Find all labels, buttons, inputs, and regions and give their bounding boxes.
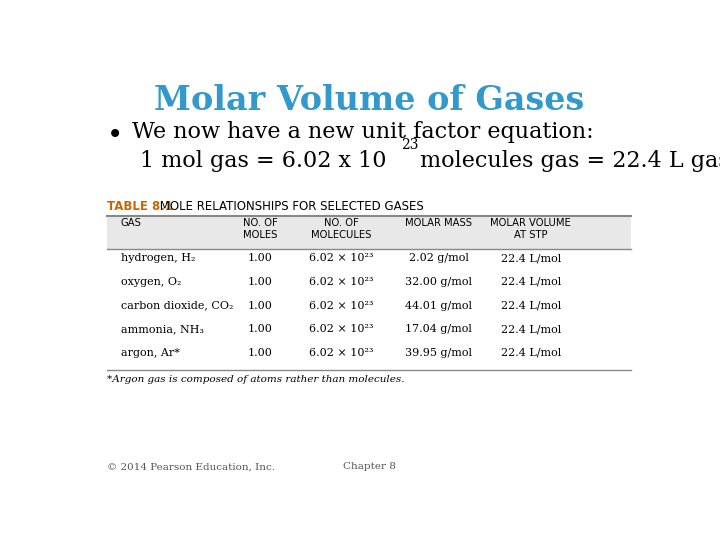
Text: oxygen, O₂: oxygen, O₂ — [121, 277, 181, 287]
Text: 6.02 × 10²³: 6.02 × 10²³ — [309, 253, 374, 263]
Text: hydrogen, H₂: hydrogen, H₂ — [121, 253, 195, 263]
Text: Chapter 8: Chapter 8 — [343, 462, 395, 471]
Text: carbon dioxide, CO₂: carbon dioxide, CO₂ — [121, 301, 233, 310]
Text: 6.02 × 10²³: 6.02 × 10²³ — [309, 324, 374, 334]
Text: •: • — [107, 121, 123, 149]
Text: *Argon gas is composed of atoms rather than molecules.: *Argon gas is composed of atoms rather t… — [107, 375, 404, 383]
FancyBboxPatch shape — [107, 216, 631, 249]
Text: 1.00: 1.00 — [248, 253, 273, 263]
Text: 1.00: 1.00 — [248, 348, 273, 358]
Text: 44.01 g/mol: 44.01 g/mol — [405, 301, 472, 310]
Text: 32.00 g/mol: 32.00 g/mol — [405, 277, 472, 287]
Text: 22.4 L/mol: 22.4 L/mol — [500, 348, 561, 358]
Text: GAS: GAS — [121, 218, 142, 228]
Text: 1 mol gas = 6.02 x 10: 1 mol gas = 6.02 x 10 — [140, 150, 387, 172]
Text: MOLE RELATIONSHIPS FOR SELECTED GASES: MOLE RELATIONSHIPS FOR SELECTED GASES — [156, 200, 423, 213]
Text: molecules gas = 22.4 L gas: molecules gas = 22.4 L gas — [413, 150, 720, 172]
Text: 22.4 L/mol: 22.4 L/mol — [500, 324, 561, 334]
Text: 23: 23 — [401, 138, 419, 152]
Text: NO. OF
MOLES: NO. OF MOLES — [243, 218, 278, 240]
Text: 2.02 g/mol: 2.02 g/mol — [409, 253, 469, 263]
Text: NO. OF
MOLECULES: NO. OF MOLECULES — [311, 218, 372, 240]
Text: MOLAR MASS: MOLAR MASS — [405, 218, 472, 228]
Text: 22.4 L/mol: 22.4 L/mol — [500, 277, 561, 287]
Text: 1.00: 1.00 — [248, 301, 273, 310]
Text: TABLE 8.1: TABLE 8.1 — [107, 200, 173, 213]
Text: 22.4 L/mol: 22.4 L/mol — [500, 301, 561, 310]
Text: 6.02 × 10²³: 6.02 × 10²³ — [309, 301, 374, 310]
Text: We now have a new unit factor equation:: We now have a new unit factor equation: — [132, 121, 593, 143]
Text: 17.04 g/mol: 17.04 g/mol — [405, 324, 472, 334]
Text: Molar Volume of Gases: Molar Volume of Gases — [154, 84, 584, 117]
Text: 1.00: 1.00 — [248, 277, 273, 287]
Text: MOLAR VOLUME
AT STP: MOLAR VOLUME AT STP — [490, 218, 571, 240]
Text: 22.4 L/mol: 22.4 L/mol — [500, 253, 561, 263]
Text: ammonia, NH₃: ammonia, NH₃ — [121, 324, 204, 334]
Text: © 2014 Pearson Education, Inc.: © 2014 Pearson Education, Inc. — [107, 462, 275, 471]
Text: 6.02 × 10²³: 6.02 × 10²³ — [309, 277, 374, 287]
Text: argon, Ar*: argon, Ar* — [121, 348, 179, 358]
Text: 6.02 × 10²³: 6.02 × 10²³ — [309, 348, 374, 358]
Text: 1.00: 1.00 — [248, 324, 273, 334]
Text: 39.95 g/mol: 39.95 g/mol — [405, 348, 472, 358]
